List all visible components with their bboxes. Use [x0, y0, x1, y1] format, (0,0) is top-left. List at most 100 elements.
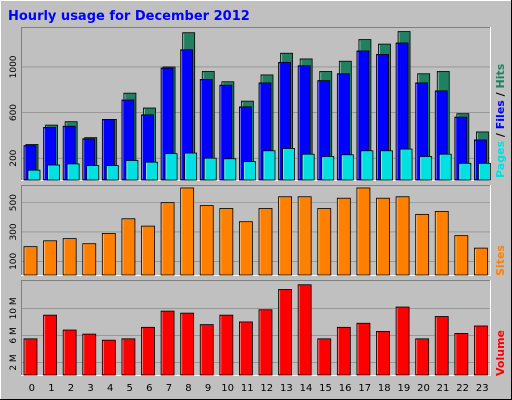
bar-volume: [278, 289, 292, 376]
bar-sites: [101, 233, 116, 276]
bar-sites: [454, 235, 469, 276]
bar-sites: [141, 225, 155, 276]
x-tick-label: 13: [280, 383, 293, 394]
legend-pages: Pages: [494, 140, 507, 178]
y-tick-label: 500: [9, 194, 19, 211]
bar-sites: [474, 247, 488, 276]
x-tick-label: 1: [48, 383, 54, 394]
y-tick-label: 2 M: [9, 354, 19, 370]
chart-title: Hourly usage for December 2012: [8, 9, 250, 24]
bar-pages: [438, 153, 452, 181]
bar-volume: [141, 326, 155, 376]
bar-volume: [258, 309, 273, 376]
y-tick-label: 1000: [9, 55, 19, 78]
y-tick-label: 6 M: [9, 327, 19, 343]
bar-pages: [262, 150, 276, 181]
bar-files: [180, 49, 194, 181]
bar-volume: [297, 284, 312, 376]
bar-sites: [395, 196, 410, 276]
bar-volume: [180, 312, 195, 376]
x-tick-label: 19: [398, 383, 411, 394]
bar-volume: [160, 310, 175, 376]
bar-volume: [376, 330, 390, 376]
bar-files: [317, 80, 331, 181]
x-tick-label: 23: [476, 383, 489, 394]
x-tick-label: 7: [166, 383, 172, 394]
panel-hits-files-pages: 200 600 1000: [9, 27, 491, 181]
bar-files: [415, 82, 429, 181]
bar-volume: [474, 325, 488, 376]
bar-sites: [219, 208, 234, 276]
bar-volume: [317, 338, 332, 376]
bar-pages: [27, 169, 41, 181]
bar-pages: [360, 150, 374, 181]
bar-files: [199, 79, 213, 181]
bar-sites: [434, 211, 449, 276]
bar-sites: [62, 238, 77, 276]
x-tick-label: 20: [417, 383, 430, 394]
bar-pages: [478, 162, 491, 181]
x-tick-label: 0: [29, 383, 35, 394]
bar-volume: [62, 329, 77, 376]
bar-sites: [180, 187, 195, 276]
bar-pages: [243, 161, 256, 181]
bar-pages: [47, 164, 60, 181]
x-tick-label: 22: [456, 383, 469, 394]
bar-sites: [297, 196, 312, 276]
x-tick-label: 5: [127, 383, 133, 394]
x-tick-label: 12: [260, 383, 273, 394]
bar-sites: [317, 208, 332, 276]
x-tick-label: 3: [87, 383, 93, 394]
y-tick-label: 600: [9, 104, 19, 121]
bar-volume: [434, 316, 449, 376]
x-tick-label: 16: [339, 383, 352, 394]
bar-volume: [199, 324, 214, 376]
y-tick-label: 100: [9, 252, 19, 269]
y-tick-label: 200: [9, 149, 19, 166]
bar-volume: [82, 333, 97, 376]
bar-pages: [164, 153, 178, 181]
panel-sites: 100 300 500: [9, 185, 491, 276]
bar-pages: [399, 148, 413, 181]
x-tick-label: 15: [319, 383, 332, 394]
bar-volume: [415, 338, 430, 376]
legend-volume: Volume: [494, 330, 507, 376]
bar-pages: [340, 154, 354, 181]
bar-sites: [23, 246, 38, 276]
bar-volume: [219, 314, 234, 376]
x-tick-label: 10: [221, 383, 234, 394]
bar-pages: [282, 148, 295, 181]
x-tick-label: 21: [437, 383, 450, 394]
x-tick-label: 2: [68, 383, 74, 394]
x-tick-label: 9: [205, 383, 211, 394]
bar-pages: [105, 165, 119, 181]
bar-pages: [223, 158, 237, 181]
bar-volume: [336, 326, 351, 376]
x-tick-label: 14: [300, 383, 313, 394]
bar-pages: [86, 165, 100, 181]
bar-files: [219, 84, 233, 181]
x-tick-label: 18: [378, 383, 391, 394]
bar-pages: [321, 156, 335, 181]
bar-volume: [23, 338, 38, 376]
bar-sites: [376, 197, 390, 276]
bar-volume: [356, 322, 371, 376]
bar-sites: [160, 202, 175, 276]
legend-hits: Hits: [494, 63, 507, 88]
bar-sites: [336, 197, 351, 276]
x-tick-label: 17: [358, 383, 371, 394]
x-axis-labels: 0 1 2 3 4 5 6 7 8 9 10 11 12 13 14 15 16 17 18 19 20 21 22 23: [29, 383, 489, 394]
bar-sites: [43, 240, 57, 276]
bar-sites: [258, 208, 273, 276]
bar-pages: [458, 162, 472, 181]
bar-pages: [203, 157, 217, 181]
bar-sites: [82, 243, 97, 276]
x-tick-label: 6: [146, 383, 152, 394]
bar-volume: [239, 321, 253, 376]
bar-sites: [121, 218, 136, 276]
y-tick-label: 10 M: [9, 297, 19, 319]
bar-volume: [43, 314, 57, 376]
bar-pages: [301, 153, 315, 181]
